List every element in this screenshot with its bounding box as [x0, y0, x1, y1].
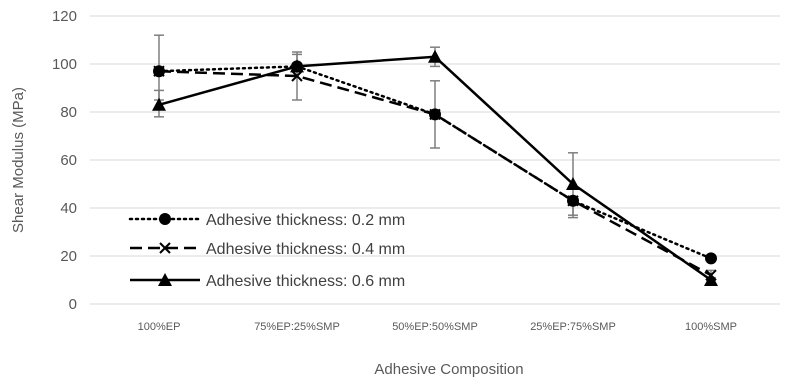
y-tick-label: 0 [69, 296, 77, 313]
data-point-x [291, 70, 303, 82]
y-tick-label: 120 [52, 8, 77, 25]
y-axis-title: Shear Modulus (MPa) [10, 87, 27, 233]
y-tick-label: 40 [60, 200, 77, 217]
data-point-triangle [428, 49, 442, 63]
y-tick-label: 20 [60, 248, 77, 265]
data-point-triangle [566, 177, 580, 190]
series-markers [152, 49, 718, 286]
y-axis-ticks: 0 20 40 60 80 100 120 [52, 8, 77, 313]
x-tick-label: 25%EP:75%SMP [530, 321, 616, 333]
data-point-x [153, 65, 165, 77]
legend-label: Adhesive thickness: 0.2 mm [206, 212, 405, 229]
x-tick-label: 100%SMP [685, 321, 737, 333]
data-point-triangle [704, 273, 718, 286]
x-tick-label: 75%EP:25%SMP [254, 321, 340, 333]
y-tick-label: 60 [60, 152, 77, 169]
legend-label: Adhesive thickness: 0.6 mm [206, 273, 405, 290]
data-point-triangle [290, 59, 304, 73]
legend: Adhesive thickness: 0.2 mm Adhesive thick… [128, 212, 405, 290]
y-tick-label: 100 [52, 56, 77, 73]
data-point-x [429, 108, 441, 121]
data-point-circle [159, 213, 171, 225]
data-point-triangle [158, 273, 172, 286]
data-point-x [567, 195, 579, 207]
y-tick-label: 80 [60, 104, 77, 121]
x-axis-title: Adhesive Composition [374, 361, 523, 378]
x-tick-label: 50%EP:50%SMP [392, 321, 478, 333]
legend-label: Adhesive thickness: 0.4 mm [206, 241, 405, 258]
data-point-x [159, 242, 171, 254]
data-point-circle [705, 252, 717, 265]
data-point-triangle [152, 97, 166, 111]
x-axis-ticks: 100%EP 75%EP:25%SMP 50%EP:50%SMP 25%EP:75%S… [138, 321, 737, 333]
x-tick-label: 100%EP [138, 321, 181, 333]
